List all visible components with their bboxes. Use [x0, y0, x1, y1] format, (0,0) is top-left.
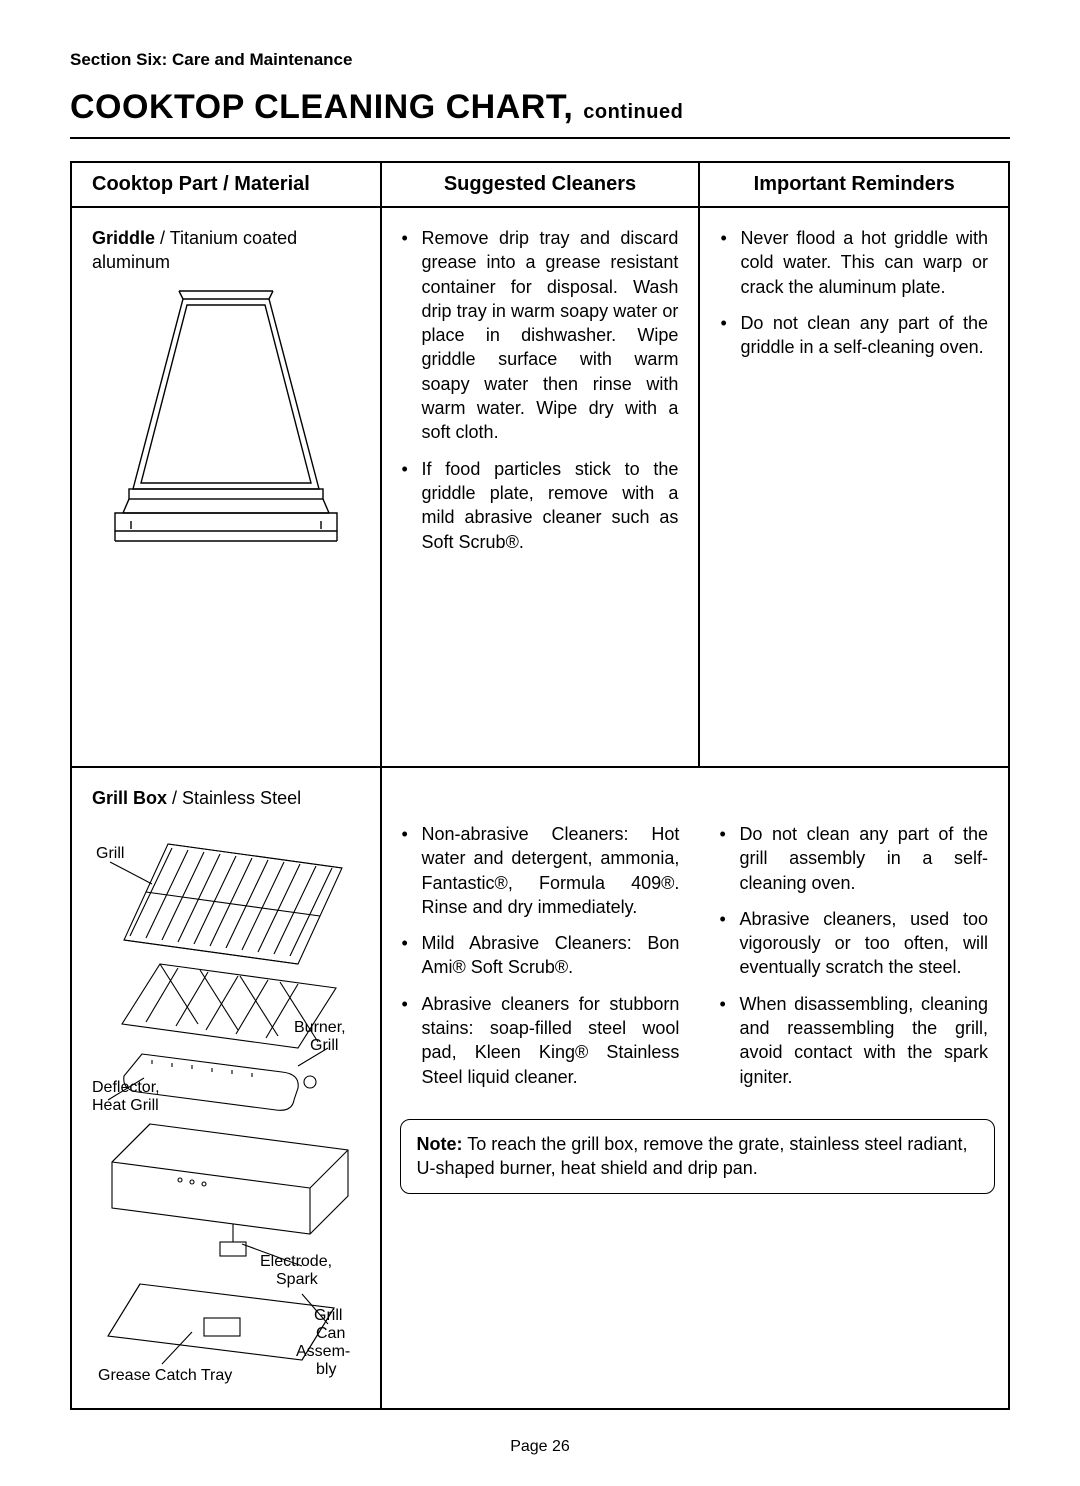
part-bold: Grill Box: [92, 788, 167, 808]
bullet-list: Do not clean any part of the grill assem…: [719, 822, 988, 1089]
table-row: Griddle / Titanium coated aluminum: [71, 207, 1009, 767]
page-number: Page 26: [70, 1438, 1010, 1456]
header-reminders: Important Reminders: [699, 162, 1009, 207]
label-can-assembly: GrillCanAssem-bly: [296, 1307, 350, 1378]
list-item: Never flood a hot griddle with cold wate…: [720, 226, 988, 299]
part-bold: Griddle: [92, 228, 155, 248]
note-box: Note: To reach the grill box, remove the…: [400, 1119, 996, 1194]
label-grease-tray: Grease Catch Tray: [98, 1367, 232, 1384]
note-text: To reach the grill box, remove the grate…: [417, 1134, 968, 1178]
cell-griddle-reminders: Never flood a hot griddle with cold wate…: [699, 207, 1009, 767]
list-item: If food particles stick to the griddle p…: [402, 457, 679, 554]
cell-grillbox-part: Grill Box / Stainless Steel: [71, 767, 381, 1409]
list-item: Abrasive cleaners, used too vigorously o…: [719, 907, 988, 980]
cell-griddle-cleaners: Remove drip tray and discard grease into…: [381, 207, 700, 767]
bullet-list: Non-abrasive Cleaners: Hot water and det…: [402, 822, 680, 1089]
list-item: Do not clean any part of the griddle in …: [720, 311, 988, 360]
griddle-illustration-icon: [101, 289, 351, 569]
section-label: Section Six: Care and Maintenance: [70, 50, 1010, 70]
manual-page: Section Six: Care and Maintenance COOKTO…: [0, 0, 1080, 1486]
header-part: Cooktop Part / Material: [71, 162, 381, 207]
part-title-griddle: Griddle / Titanium coated aluminum: [92, 226, 360, 275]
title-main: COOKTOP CLEANING CHART,: [70, 88, 573, 126]
label-deflector: Deflector,Heat Grill: [92, 1079, 160, 1114]
bullet-list: Remove drip tray and discard grease into…: [402, 226, 679, 554]
list-item: When disassembling, cleaning and reassem…: [719, 992, 988, 1089]
list-item: Remove drip tray and discard grease into…: [402, 226, 679, 445]
list-item: Mild Abrasive Cleaners: Bon Ami® Soft Sc…: [402, 931, 680, 980]
part-title-grillbox: Grill Box / Stainless Steel: [92, 786, 360, 810]
bullet-list: Never flood a hot griddle with cold wate…: [720, 226, 988, 359]
list-item: Non-abrasive Cleaners: Hot water and det…: [402, 822, 680, 919]
title-continued: continued: [583, 101, 683, 123]
label-grill: Grill: [96, 845, 124, 862]
header-cleaners: Suggested Cleaners: [381, 162, 700, 207]
list-item: Do not clean any part of the grill assem…: [719, 822, 988, 895]
page-title: COOKTOP CLEANING CHART, continued: [70, 88, 1010, 139]
table-row: Grill Box / Stainless Steel: [71, 767, 1009, 1409]
table-header-row: Cooktop Part / Material Suggested Cleane…: [71, 162, 1009, 207]
cleaning-chart-table: Cooktop Part / Material Suggested Cleane…: [70, 161, 1010, 1410]
grillbox-illustration-icon: Grill Burner,Grill Deflector,Heat Grill …: [92, 824, 372, 1404]
cell-grillbox-cleaners: Non-abrasive Cleaners: Hot water and det…: [381, 767, 700, 1409]
label-electrode: Electrode,Spark: [260, 1253, 332, 1288]
label-burner: Burner,Grill: [294, 1019, 346, 1054]
cell-grillbox-reminders: Do not clean any part of the grill assem…: [699, 767, 1009, 1409]
part-rest: / Stainless Steel: [167, 788, 301, 808]
cell-griddle-part: Griddle / Titanium coated aluminum: [71, 207, 381, 767]
note-label: Note:: [417, 1134, 463, 1154]
list-item: Abrasive cleaners for stubborn stains: s…: [402, 992, 680, 1089]
